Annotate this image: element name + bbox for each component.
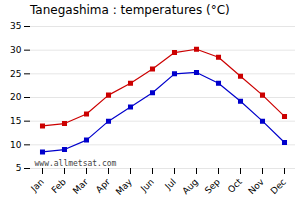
svg-text:15: 15: [10, 116, 21, 126]
svg-text:Feb: Feb: [50, 177, 69, 196]
svg-text:Jan: Jan: [28, 177, 46, 195]
svg-text:Jul: Jul: [162, 177, 177, 192]
svg-text:Apr: Apr: [94, 177, 112, 195]
svg-text:30: 30: [10, 45, 22, 55]
svg-text:5: 5: [16, 163, 22, 173]
svg-text:10: 10: [10, 140, 22, 150]
svg-text:Jun: Jun: [138, 177, 156, 195]
svg-text:35: 35: [10, 21, 21, 31]
svg-text:20: 20: [10, 92, 22, 102]
svg-text:Sep: Sep: [203, 177, 222, 196]
svg-text:Aug: Aug: [180, 177, 200, 197]
html-text:Tanegashima : temperatures (°C: Tanegashima : temperatures (°C): [30, 3, 230, 17]
svg-text:Mar: Mar: [71, 176, 90, 195]
svg-text:25: 25: [10, 69, 21, 79]
svg-text:Nov: Nov: [246, 176, 266, 196]
svg-text:www.allmetsat.com: www.allmetsat.com: [35, 159, 117, 168]
svg-text:Oct: Oct: [226, 176, 244, 194]
svg-text:May: May: [114, 176, 135, 197]
svg-text:Dec: Dec: [269, 177, 288, 196]
